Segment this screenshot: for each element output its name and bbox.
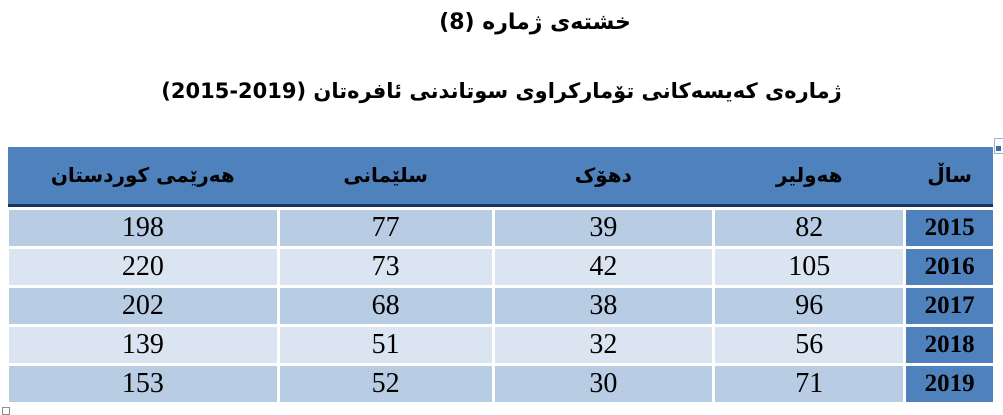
- table-row-2017: 2017 96 38 68 202: [8, 288, 993, 324]
- cell-sulaymaniyah: 68: [279, 288, 492, 324]
- column-header-duhok: دهۆک: [574, 163, 632, 187]
- cell-erbil: 82: [715, 210, 904, 246]
- cell-duhok: 39: [494, 210, 713, 246]
- table-handle-icon: [994, 138, 1003, 154]
- table-row-2016: 2016 105 42 73 220: [8, 249, 993, 285]
- cell-duhok: 30: [494, 366, 713, 402]
- column-header-kurdistan-region: هەرێمی کوردستان: [50, 163, 235, 187]
- cell-erbil: 105: [715, 249, 904, 285]
- table-row-2015: 2015 82 39 77 198: [8, 210, 993, 246]
- page-title: خشتەی ژماره (8): [439, 10, 631, 35]
- cell-sulaymaniyah: 52: [279, 366, 492, 402]
- table-row-2019: 2019 71 30 52 153: [8, 366, 993, 402]
- cell-duhok: 38: [494, 288, 713, 324]
- table-caption: ژمارەی کەیسەکانی تۆمارکراوی سوتاندنی ئاف…: [161, 79, 842, 103]
- cell-year: 2017: [906, 288, 993, 324]
- cell-year: 2019: [906, 366, 993, 402]
- cell-kurdistan-region: 198: [8, 210, 277, 246]
- cell-year: 2015: [906, 210, 993, 246]
- cell-duhok: 42: [494, 249, 713, 285]
- cell-sulaymaniyah: 73: [279, 249, 492, 285]
- cell-erbil: 56: [715, 327, 904, 363]
- cell-erbil: 96: [715, 288, 904, 324]
- cell-erbil: 71: [715, 366, 904, 402]
- cell-sulaymaniyah: 51: [279, 327, 492, 363]
- cell-sulaymaniyah: 77: [279, 210, 492, 246]
- cell-year: 2018: [906, 327, 993, 363]
- cell-kurdistan-region: 202: [8, 288, 277, 324]
- cell-kurdistan-region: 220: [8, 249, 277, 285]
- column-header-erbil: هەولیر: [775, 163, 843, 187]
- column-header-sulaymaniyah: سلێمانی: [343, 163, 428, 187]
- column-header-year: ساڵ: [927, 163, 972, 187]
- data-table: ساڵ هەولیر دهۆک سلێمانی هەرێمی کوردستان …: [8, 147, 993, 402]
- table-row-2018: 2018 56 32 51 139: [8, 327, 993, 363]
- cell-duhok: 32: [494, 327, 713, 363]
- cell-year: 2016: [906, 249, 993, 285]
- cell-kurdistan-region: 153: [8, 366, 277, 402]
- table-header-row: ساڵ هەولیر دهۆک سلێمانی هەرێمی کوردستان: [8, 147, 993, 207]
- anchor-square-icon: [2, 407, 10, 415]
- cell-kurdistan-region: 139: [8, 327, 277, 363]
